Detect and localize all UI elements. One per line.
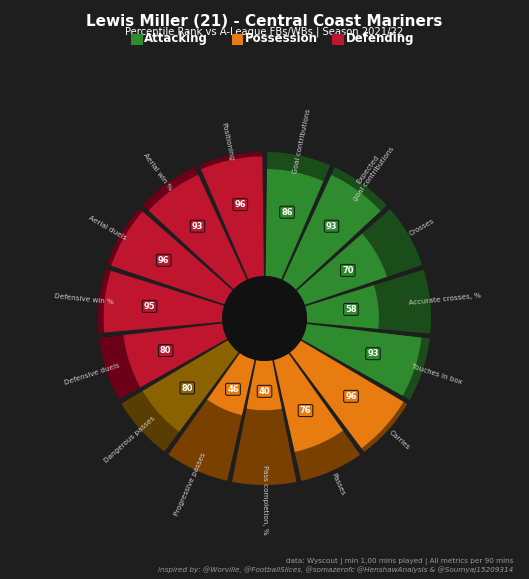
Text: 95: 95 xyxy=(144,302,156,311)
Polygon shape xyxy=(142,167,198,211)
Polygon shape xyxy=(282,175,381,290)
Polygon shape xyxy=(97,269,111,334)
Text: 93: 93 xyxy=(367,349,379,358)
Polygon shape xyxy=(104,271,225,333)
Text: inspired by: @Worville, @FootballSlices, @somazerofc @HenshawAnalysis & @Soumyaj: inspired by: @Worville, @FootballSlices,… xyxy=(158,566,513,573)
Text: Defensive duels: Defensive duels xyxy=(63,362,121,386)
Text: 46: 46 xyxy=(227,385,239,394)
Polygon shape xyxy=(265,169,324,280)
Text: Aerial duels: Aerial duels xyxy=(87,215,127,241)
Text: 76: 76 xyxy=(300,406,312,415)
Text: Expected
goal contributions: Expected goal contributions xyxy=(346,141,396,202)
Polygon shape xyxy=(304,284,379,329)
Polygon shape xyxy=(362,208,423,277)
Polygon shape xyxy=(207,353,256,416)
Text: 86: 86 xyxy=(281,208,293,217)
Polygon shape xyxy=(198,151,262,170)
Text: Crosses: Crosses xyxy=(408,218,435,237)
Text: 70: 70 xyxy=(342,266,353,275)
Text: data: Wyscout | min 1,00 mins played | All metrics per 90 mins: data: Wyscout | min 1,00 mins played | A… xyxy=(286,558,513,565)
Text: Percentile Rank vs A-League FBs/WBs | Season 2021/22: Percentile Rank vs A-League FBs/WBs | Se… xyxy=(125,26,404,36)
Text: 80: 80 xyxy=(181,383,193,393)
Text: Possession: Possession xyxy=(245,32,318,45)
Polygon shape xyxy=(142,340,240,433)
Text: Passes: Passes xyxy=(331,472,346,496)
Text: Carries: Carries xyxy=(388,429,411,450)
Text: 58: 58 xyxy=(345,305,357,314)
Polygon shape xyxy=(295,430,361,482)
Text: Accurate crosses, %: Accurate crosses, % xyxy=(408,293,481,306)
Polygon shape xyxy=(267,151,331,181)
Text: Positioning: Positioning xyxy=(220,121,234,161)
Text: 40: 40 xyxy=(259,387,270,396)
Polygon shape xyxy=(301,323,422,396)
Text: Defensive win %: Defensive win % xyxy=(54,294,114,306)
Polygon shape xyxy=(111,211,233,305)
Polygon shape xyxy=(374,269,432,334)
Polygon shape xyxy=(273,353,344,452)
Text: 93: 93 xyxy=(326,222,338,230)
Polygon shape xyxy=(98,335,141,400)
Polygon shape xyxy=(121,391,179,452)
Text: Progressive passes: Progressive passes xyxy=(174,452,207,517)
Polygon shape xyxy=(232,409,297,486)
Polygon shape xyxy=(106,208,143,266)
Text: Defending: Defending xyxy=(345,32,414,45)
Polygon shape xyxy=(123,323,228,388)
Polygon shape xyxy=(296,233,387,305)
Text: 93: 93 xyxy=(191,222,203,230)
Text: 96: 96 xyxy=(158,256,169,265)
Polygon shape xyxy=(247,360,282,411)
Text: Touches in box: Touches in box xyxy=(411,364,463,386)
Text: Dangerous passes: Dangerous passes xyxy=(103,415,157,464)
Text: Goal contributions: Goal contributions xyxy=(293,108,312,174)
Text: Aerial win %: Aerial win % xyxy=(142,152,174,192)
Polygon shape xyxy=(331,167,387,211)
Polygon shape xyxy=(403,337,431,400)
Polygon shape xyxy=(361,401,408,452)
Text: 96: 96 xyxy=(345,392,357,401)
Text: Lewis Miller (21) - Central Coast Mariners: Lewis Miller (21) - Central Coast Marine… xyxy=(86,14,443,30)
Polygon shape xyxy=(200,156,264,280)
Polygon shape xyxy=(289,340,404,448)
Polygon shape xyxy=(148,175,247,290)
Circle shape xyxy=(223,277,306,360)
Text: Attacking: Attacking xyxy=(144,32,208,45)
Text: Pass completion, %: Pass completion, % xyxy=(261,465,268,534)
Text: 80: 80 xyxy=(160,346,171,355)
Text: 96: 96 xyxy=(234,200,246,209)
Polygon shape xyxy=(168,400,243,482)
